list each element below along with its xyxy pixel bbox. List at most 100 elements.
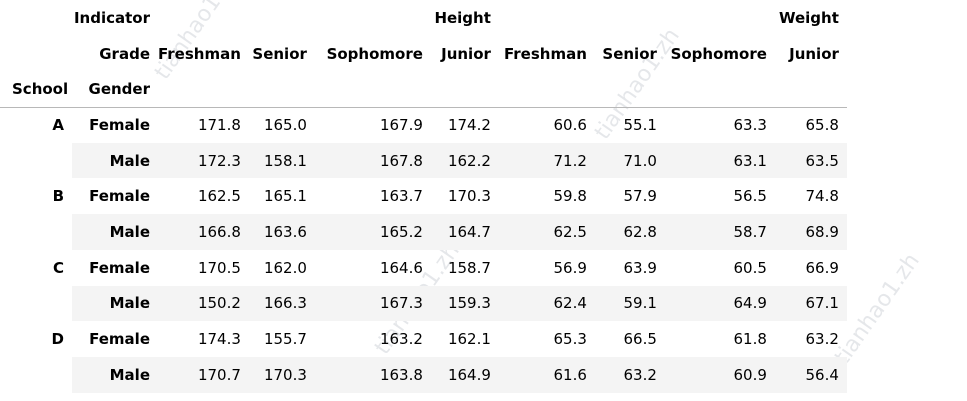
value-cell: 63.5 xyxy=(774,142,847,179)
value-cell: 66.5 xyxy=(623,330,657,349)
gender-cell: Female xyxy=(89,116,150,135)
header-row-indicator: Indicator Height Weight xyxy=(0,0,847,36)
value-cell: 164.6 xyxy=(379,258,423,277)
value-cell: 170.3 xyxy=(447,187,491,206)
value-cell: 171.8 xyxy=(197,116,241,135)
value-cell: 167.9 xyxy=(379,116,423,135)
table-row: Male 150.2 166.3 167.3 159.3 62.4 59.1 64.9 67.1 xyxy=(0,285,847,322)
value-cell: 158.1 xyxy=(248,142,315,179)
value-cell: 63.3 xyxy=(733,116,767,135)
school-cell xyxy=(0,357,72,393)
value-cell: 62.8 xyxy=(594,214,665,250)
school-label: School xyxy=(12,79,69,98)
indicator-label: Indicator xyxy=(73,8,150,27)
value-cell: 155.7 xyxy=(263,330,307,349)
value-cell: 65.3 xyxy=(553,330,587,349)
school-cell xyxy=(0,214,72,250)
column-header: Sophomore xyxy=(326,44,423,63)
gender-cell: Male xyxy=(72,214,158,250)
value-cell: 150.2 xyxy=(158,285,249,322)
value-cell: 163.2 xyxy=(379,330,423,349)
value-cell: 57.9 xyxy=(623,187,657,206)
column-header: Senior xyxy=(252,44,307,63)
value-cell: 163.7 xyxy=(379,187,423,206)
table-row: B Female 162.5 165.1 163.7 170.3 59.8 57.9 56.5 7… xyxy=(0,178,847,214)
value-cell: 162.0 xyxy=(263,258,307,277)
header-row-grade: Grade Freshman Senior Sophomore Junior F… xyxy=(0,36,847,72)
value-cell: 170.5 xyxy=(197,258,241,277)
value-cell: 67.1 xyxy=(774,285,847,322)
value-cell: 162.1 xyxy=(447,330,491,349)
column-header: Junior xyxy=(789,44,839,63)
value-cell: 60.6 xyxy=(553,116,587,135)
value-cell: 167.3 xyxy=(314,285,431,322)
value-cell: 158.7 xyxy=(447,258,491,277)
table-row: Male 172.3 158.1 167.8 162.2 71.2 71.0 63.1 63.5 xyxy=(0,142,847,179)
value-cell: 61.6 xyxy=(498,356,595,393)
value-cell: 159.3 xyxy=(430,285,499,322)
gender-cell: Male xyxy=(72,356,158,393)
table-row: Male 170.7 170.3 163.8 164.9 61.6 63.2 60.9 56.4 xyxy=(0,356,847,393)
school-cell: D xyxy=(51,330,64,349)
value-cell: 164.7 xyxy=(430,214,499,250)
school-cell: A xyxy=(52,116,64,135)
gender-cell: Female xyxy=(89,330,150,349)
school-cell: B xyxy=(52,187,64,206)
value-cell: 167.8 xyxy=(314,142,431,179)
table-body: A Female 171.8 165.0 167.9 174.2 60.6 55.1 63.3 6… xyxy=(0,107,847,393)
gender-cell: Male xyxy=(72,142,158,179)
value-cell: 165.2 xyxy=(314,214,431,250)
table-row: Male 166.8 163.6 165.2 164.7 62.5 62.8 58.7 68.9 xyxy=(0,214,847,250)
table-row: A Female 171.8 165.0 167.9 174.2 60.6 55.1 63.3 6… xyxy=(0,107,847,143)
value-cell: 59.8 xyxy=(553,187,587,206)
value-cell: 165.1 xyxy=(263,187,307,206)
value-cell: 64.9 xyxy=(664,285,775,322)
dataframe-table: Indicator Height Weight Grade Freshman S… xyxy=(0,0,847,393)
value-cell: 62.4 xyxy=(498,285,595,322)
value-cell: 174.2 xyxy=(447,116,491,135)
header-blank xyxy=(0,36,72,72)
value-cell: 162.2 xyxy=(430,142,499,179)
gender-label: Gender xyxy=(88,79,150,98)
value-cell: 63.1 xyxy=(664,142,775,179)
value-cell: 56.9 xyxy=(553,258,587,277)
group-header-height: Height xyxy=(434,8,491,27)
column-header: Senior xyxy=(602,44,657,63)
value-cell: 71.2 xyxy=(498,142,595,179)
value-cell: 63.2 xyxy=(805,330,839,349)
value-cell: 68.9 xyxy=(774,214,847,250)
value-cell: 174.3 xyxy=(197,330,241,349)
value-cell: 60.9 xyxy=(664,356,775,393)
header-row-index-names: School Gender xyxy=(0,71,847,108)
value-cell: 62.5 xyxy=(498,214,595,250)
value-cell: 166.8 xyxy=(158,214,249,250)
table-row: D Female 174.3 155.7 163.2 162.1 65.3 66.5 61.8 6… xyxy=(0,321,847,357)
value-cell: 63.2 xyxy=(594,356,665,393)
value-cell: 58.7 xyxy=(664,214,775,250)
gender-cell: Male xyxy=(72,285,158,322)
value-cell: 172.3 xyxy=(158,142,249,179)
value-cell: 66.9 xyxy=(805,258,839,277)
header-blank xyxy=(0,0,72,36)
school-cell xyxy=(0,286,72,322)
value-cell: 71.0 xyxy=(594,142,665,179)
value-cell: 65.8 xyxy=(805,116,839,135)
value-cell: 163.6 xyxy=(248,214,315,250)
school-cell: C xyxy=(52,258,64,277)
gender-cell: Female xyxy=(89,258,150,277)
column-header: Freshman xyxy=(158,44,241,63)
table-header: Indicator Height Weight Grade Freshman S… xyxy=(0,0,847,108)
value-cell: 165.0 xyxy=(263,116,307,135)
header-blank xyxy=(158,71,847,107)
grade-label: Grade xyxy=(99,44,150,63)
column-header: Sophomore xyxy=(670,44,767,63)
value-cell: 164.9 xyxy=(430,356,499,393)
value-cell: 163.8 xyxy=(314,356,431,393)
column-header: Freshman xyxy=(504,44,587,63)
value-cell: 59.1 xyxy=(594,285,665,322)
value-cell: 60.5 xyxy=(733,258,767,277)
value-cell: 56.5 xyxy=(733,187,767,206)
value-cell: 166.3 xyxy=(248,285,315,322)
value-cell: 55.1 xyxy=(623,116,657,135)
value-cell: 56.4 xyxy=(774,356,847,393)
